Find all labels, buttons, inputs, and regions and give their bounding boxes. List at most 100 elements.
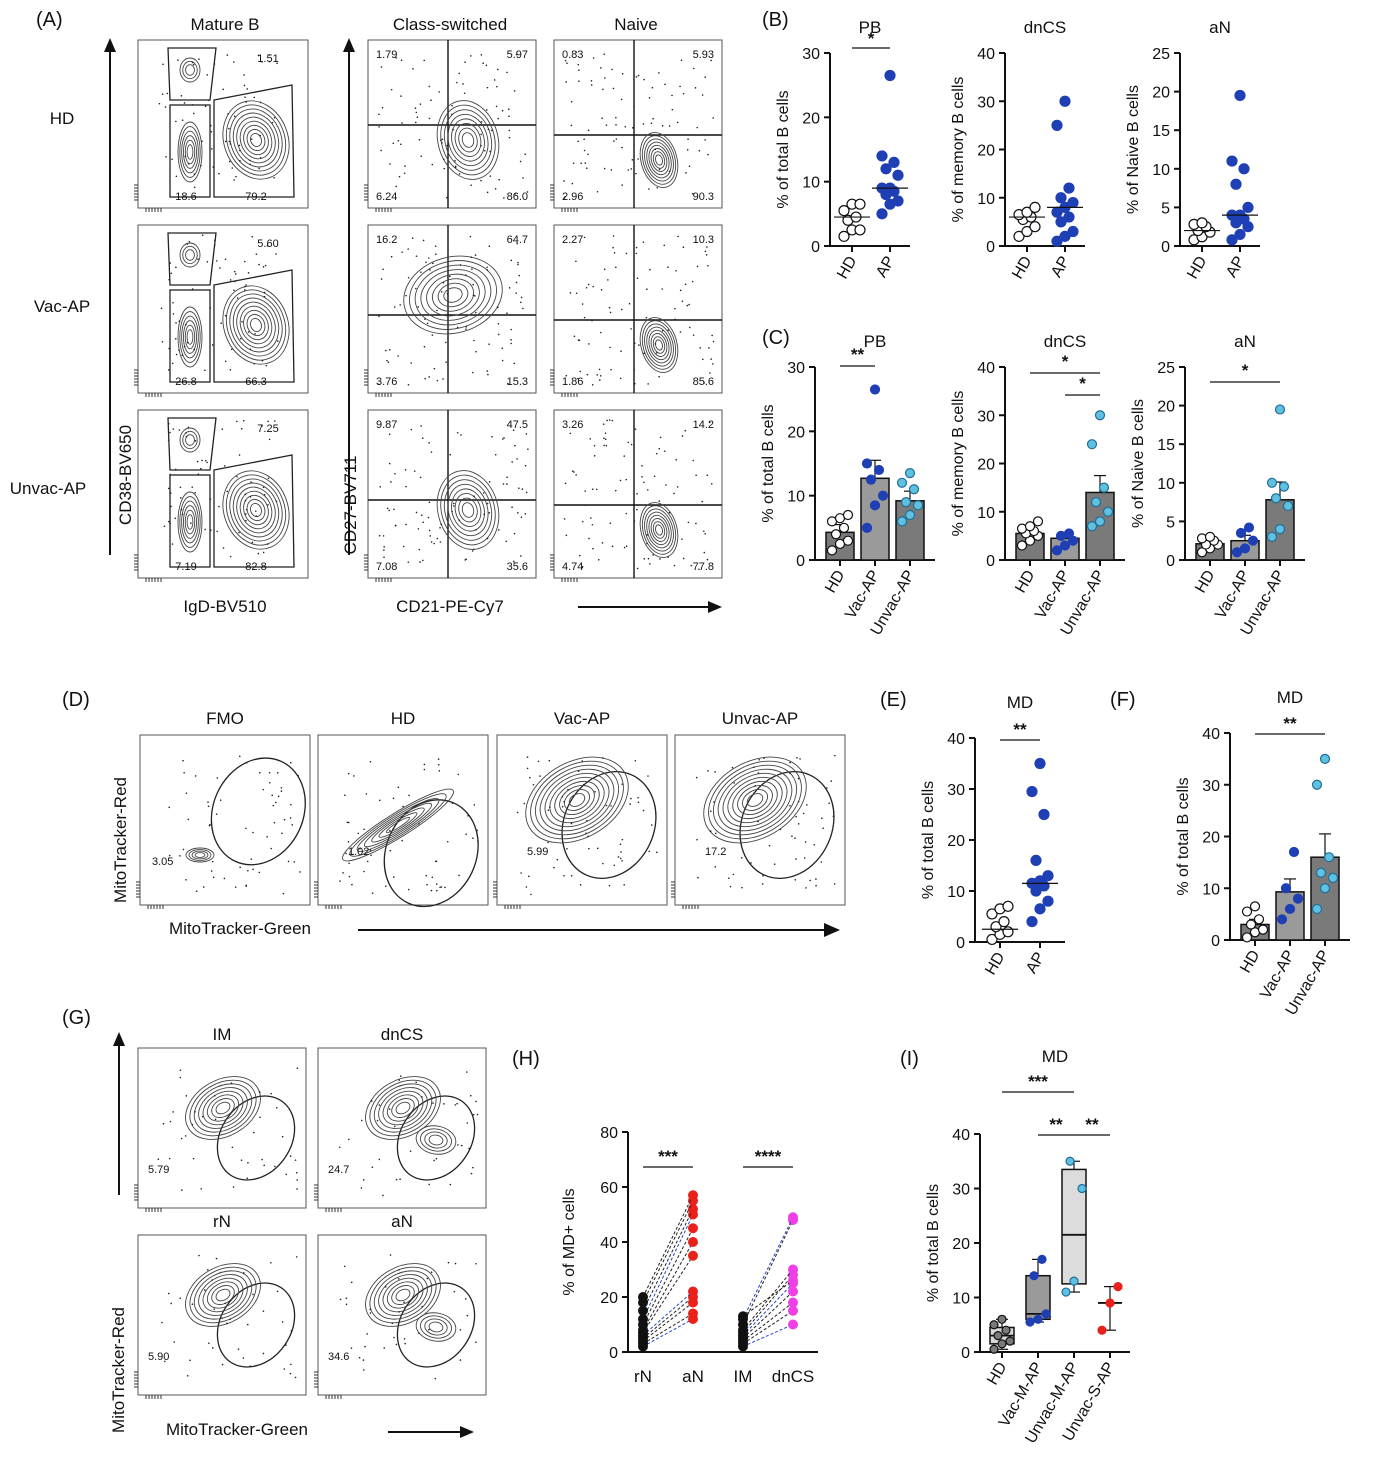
event-dot	[239, 159, 241, 162]
event-dot	[493, 79, 496, 81]
event-dot	[820, 861, 823, 863]
event-dot	[706, 558, 709, 561]
event-dot	[681, 300, 684, 303]
event-dot	[592, 285, 594, 288]
event-dot	[262, 1352, 265, 1355]
data-point	[1311, 779, 1323, 790]
event-dot	[271, 121, 274, 124]
event-dot	[643, 352, 645, 355]
event-dot	[583, 316, 586, 319]
event-dot	[714, 771, 716, 773]
event-dot	[229, 369, 232, 371]
event-dot	[213, 63, 216, 65]
event-dot	[794, 837, 796, 839]
event-dot	[215, 813, 218, 815]
event-dot	[452, 502, 455, 505]
event-dot	[486, 86, 489, 89]
data-point	[989, 1344, 999, 1354]
event-dot	[646, 489, 649, 491]
significance-stars: ***	[658, 1147, 678, 1166]
event-dot	[244, 493, 247, 496]
event-dot	[650, 824, 653, 826]
x-tick-label: HD	[1012, 568, 1038, 597]
panel-label-d: (D)	[62, 689, 90, 711]
event-dot	[623, 455, 626, 457]
event-dot	[371, 892, 374, 895]
event-dot	[497, 333, 500, 336]
event-dot	[351, 883, 353, 886]
event-dot	[579, 370, 582, 373]
event-dot	[704, 76, 707, 78]
event-dot	[506, 71, 508, 74]
event-dot	[219, 267, 221, 269]
event-dot	[472, 837, 474, 839]
ap-point	[1234, 89, 1246, 102]
panel-label-f: (F)	[1110, 689, 1136, 711]
event-dot	[707, 153, 709, 156]
event-dot	[179, 1069, 182, 1072]
event-dot	[451, 510, 453, 513]
event-dot	[451, 104, 453, 107]
event-dot	[380, 66, 383, 68]
event-dot	[435, 1157, 438, 1160]
event-dot	[612, 246, 614, 249]
event-dot	[158, 102, 161, 105]
event-dot	[797, 777, 800, 780]
panel-label-g: (G)	[62, 1007, 91, 1029]
event-dot	[652, 554, 654, 556]
event-dot	[487, 373, 489, 376]
classsw-contour	[437, 282, 469, 308]
event-dot	[201, 459, 203, 462]
event-dot	[611, 419, 614, 422]
event-dot	[167, 439, 170, 442]
pair-line	[642, 1241, 694, 1331]
panel-label-e: (E)	[880, 689, 907, 711]
event-dot	[445, 361, 447, 363]
quadrant-percent: 1.86	[562, 376, 583, 388]
event-dot	[679, 85, 681, 88]
mature-contour	[179, 496, 201, 548]
event-dot	[273, 116, 276, 119]
event-dot	[524, 513, 527, 515]
hd-point	[854, 198, 866, 210]
event-dot	[655, 352, 658, 354]
event-dot	[459, 264, 462, 266]
event-dot	[525, 491, 528, 494]
event-dot	[347, 772, 350, 775]
event-dot	[170, 505, 172, 508]
event-dot	[231, 167, 234, 169]
mito-contour	[211, 1285, 235, 1305]
event-dot	[696, 838, 698, 841]
event-dot	[460, 434, 462, 436]
event-dot	[485, 64, 488, 67]
event-dot	[226, 1322, 228, 1325]
event-dot	[681, 538, 683, 540]
dncs-point	[788, 1297, 798, 1308]
event-dot	[385, 885, 387, 887]
event-dot	[475, 311, 477, 314]
quadrant-percent: 2.96	[562, 191, 583, 203]
event-dot	[162, 1122, 165, 1125]
data-point	[1097, 1325, 1107, 1335]
event-dot	[663, 244, 666, 247]
event-dot	[436, 537, 439, 540]
event-dot	[454, 1262, 457, 1265]
event-dot	[704, 250, 707, 253]
event-dot	[428, 1328, 430, 1331]
data-point	[997, 1339, 1007, 1349]
event-dot	[167, 1292, 170, 1295]
naive-contour	[222, 470, 290, 550]
event-dot	[212, 166, 215, 168]
event-dot	[677, 235, 679, 238]
event-dot	[486, 266, 488, 269]
event-dot	[612, 235, 615, 237]
event-dot	[761, 883, 764, 885]
event-dot	[621, 838, 624, 841]
event-dot	[238, 454, 241, 456]
event-dot	[585, 286, 588, 289]
g-x-label: MitoTracker-Green	[166, 1420, 308, 1439]
y-tick-label: 0	[986, 553, 995, 570]
event-dot	[169, 492, 172, 494]
d-x-label: MitoTracker-Green	[169, 919, 311, 938]
event-dot	[384, 1286, 387, 1288]
